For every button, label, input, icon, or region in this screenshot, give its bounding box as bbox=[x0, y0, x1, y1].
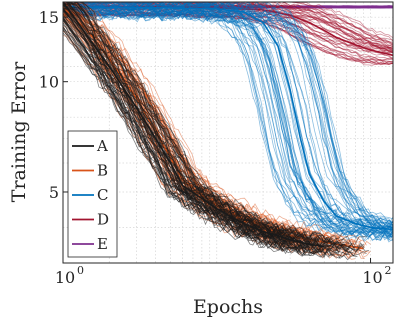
series-c-run bbox=[62, 9, 394, 242]
y-tick-label: 10 bbox=[39, 73, 59, 92]
series-d-line bbox=[63, 6, 394, 57]
series-a-run bbox=[62, 28, 307, 257]
series-d-run bbox=[62, 13, 394, 66]
series-d-run bbox=[62, 1, 394, 43]
series-a-run bbox=[62, 26, 301, 251]
x-tick-exponent: 2 bbox=[385, 264, 392, 277]
series-d-run bbox=[62, 1, 394, 47]
series-c-run bbox=[62, 12, 394, 238]
series-c-run bbox=[62, 7, 394, 239]
series-c-run bbox=[62, 9, 394, 230]
series-c-run bbox=[62, 3, 394, 234]
series-c-run bbox=[62, 4, 394, 233]
legend-label-c: C bbox=[97, 186, 108, 204]
series-a-line bbox=[62, 1, 325, 248]
plot-frame bbox=[62, 1, 394, 264]
series-a-run bbox=[62, 10, 290, 252]
series-a-run bbox=[62, 26, 370, 255]
series-d-run bbox=[62, 10, 394, 62]
series-c-run bbox=[62, 8, 394, 241]
series-c-run bbox=[62, 8, 394, 241]
series-c-line bbox=[62, 6, 394, 231]
series-a-run bbox=[62, 16, 337, 246]
series-d-run bbox=[62, 12, 394, 65]
series-d-run bbox=[62, 3, 394, 52]
y-ticks: 5 10 15 bbox=[39, 8, 68, 202]
y-tick-label: 15 bbox=[39, 8, 59, 27]
series-a-run bbox=[62, 18, 293, 246]
series-c-run bbox=[63, 1, 394, 230]
x-tick-label: 10 bbox=[362, 268, 382, 287]
series-d-run bbox=[62, 7, 394, 57]
series-c-run bbox=[62, 9, 394, 237]
series-d-run bbox=[62, 1, 394, 53]
series-d-run bbox=[62, 1, 394, 49]
series-c-run bbox=[62, 6, 394, 239]
series-d-run bbox=[62, 10, 394, 63]
series-c-run bbox=[62, 9, 394, 243]
series-c-run bbox=[62, 5, 394, 236]
y-axis-label: Training Error bbox=[8, 61, 30, 202]
series-a-run bbox=[62, 19, 358, 259]
series-d-run bbox=[62, 12, 394, 53]
series-a-run bbox=[63, 1, 320, 244]
series-c-run bbox=[63, 8, 394, 238]
series-d-run bbox=[62, 8, 394, 61]
x-ticks: 10 0 10 2 bbox=[55, 258, 392, 287]
series-d-run bbox=[62, 2, 394, 44]
series-d-run bbox=[62, 12, 394, 66]
series-c-run bbox=[62, 8, 394, 241]
series-a-run bbox=[62, 9, 362, 258]
series-c-run bbox=[62, 1, 394, 229]
series-a-run bbox=[63, 1, 333, 244]
legend-label-a: A bbox=[96, 137, 108, 155]
series-c-run bbox=[62, 1, 394, 230]
series-c-run bbox=[62, 2, 394, 234]
legend-label-d: D bbox=[97, 211, 109, 229]
x-axis-label: Epochs bbox=[193, 296, 263, 318]
series-d-run bbox=[62, 1, 394, 50]
series-c-run bbox=[62, 5, 394, 232]
series-a-run bbox=[62, 13, 359, 254]
series-d-run bbox=[62, 10, 394, 62]
legend-box bbox=[67, 130, 118, 258]
series-c-run bbox=[63, 1, 394, 226]
series-c-run bbox=[62, 11, 394, 238]
series-d-run bbox=[62, 13, 394, 66]
series-a-run bbox=[62, 27, 351, 256]
series-c-run bbox=[62, 11, 394, 243]
series-a-run bbox=[62, 1, 349, 251]
series-b-run bbox=[63, 1, 343, 239]
series-c-run bbox=[62, 7, 394, 235]
series-c-run bbox=[62, 2, 394, 234]
series-d-run bbox=[62, 12, 394, 65]
series-c-run bbox=[62, 5, 394, 234]
series-c-run bbox=[62, 2, 394, 228]
plot-lines bbox=[62, 1, 394, 261]
x-tick-label: 10 bbox=[55, 268, 75, 287]
series-d-run bbox=[62, 11, 394, 65]
grid bbox=[62, 2, 393, 263]
x-tick-exponent: 0 bbox=[77, 264, 84, 277]
series-c-run bbox=[62, 10, 394, 238]
series-d-run bbox=[62, 13, 394, 65]
legend-label-b: B bbox=[97, 162, 108, 180]
series-d-run bbox=[62, 7, 394, 60]
series-d-run bbox=[62, 13, 394, 60]
series-c-run bbox=[62, 2, 394, 234]
series-d-run bbox=[62, 4, 394, 52]
series-c-run bbox=[62, 8, 394, 232]
series-b-run bbox=[62, 1, 313, 237]
series-a-run bbox=[63, 1, 312, 240]
y-tick-label: 5 bbox=[49, 183, 59, 202]
series-d-run bbox=[62, 9, 394, 60]
series-c-run bbox=[62, 6, 394, 239]
series-d-run bbox=[62, 2, 394, 52]
series-b-run bbox=[62, 3, 363, 250]
legend-label-e: E bbox=[97, 235, 108, 253]
series-d-run bbox=[63, 10, 394, 54]
